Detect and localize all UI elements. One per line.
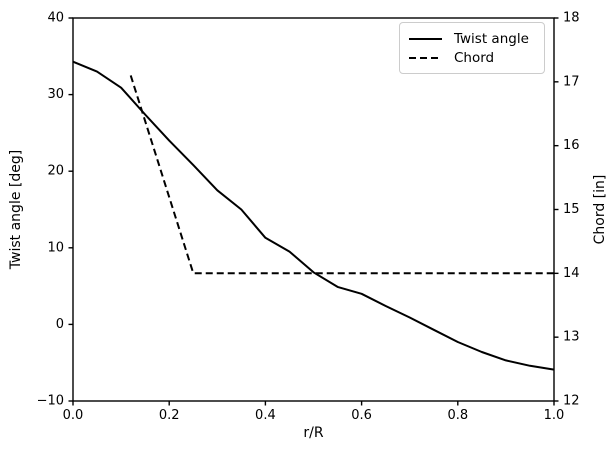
y-right-axis-label: Chord [in] <box>592 175 608 245</box>
y-left-tick-label: 10 <box>47 240 64 255</box>
dashed-line-sample-icon <box>409 56 442 59</box>
x-tick-label: 0.6 <box>351 408 372 423</box>
y-right-tick-label: 15 <box>563 202 580 217</box>
x-tick-label: 0.4 <box>255 408 276 423</box>
ticks-group: 0.0 0.2 0.4 0.6 0.8 1.0 −10 0 10 20 30 40 12 13 14 15 16… <box>37 11 580 423</box>
y-right-tick-label: 16 <box>563 138 580 153</box>
series-line-twist-angle <box>72 60 555 371</box>
legend-item-twist-angle: Twist angle <box>409 29 535 48</box>
y-right-tick-label: 17 <box>563 74 580 89</box>
y-left-tick-label: 30 <box>47 87 64 102</box>
y-left-tick-label: 40 <box>47 11 64 26</box>
x-tick-label: 0.2 <box>159 408 180 423</box>
y-right-tick-label: 13 <box>563 330 580 345</box>
legend-item-chord: Chord <box>409 48 535 67</box>
plot-frame <box>72 17 555 402</box>
y-left-tick-label: 0 <box>56 317 64 332</box>
y-right-tick-label: 18 <box>563 11 580 26</box>
legend: Twist angle Chord <box>399 22 545 74</box>
x-tick-label: 0.0 <box>63 408 84 423</box>
x-tick-label: 0.8 <box>447 408 468 423</box>
y-left-tick-label: 20 <box>47 164 64 179</box>
legend-label-chord: Chord <box>454 49 495 66</box>
y-left-tick-label: −10 <box>37 394 64 409</box>
series-line-chord <box>129 75 554 275</box>
y-right-tick-label: 14 <box>563 266 580 281</box>
legend-label-twist-angle: Twist angle <box>454 30 529 47</box>
series-group <box>72 60 555 371</box>
y-left-axis-label: Twist angle [deg] <box>8 150 24 270</box>
x-axis-label: r/R <box>303 425 323 441</box>
x-tick-label: 1.0 <box>544 408 565 423</box>
y-right-tick-label: 12 <box>563 394 580 409</box>
solid-line-sample-icon <box>409 37 442 40</box>
